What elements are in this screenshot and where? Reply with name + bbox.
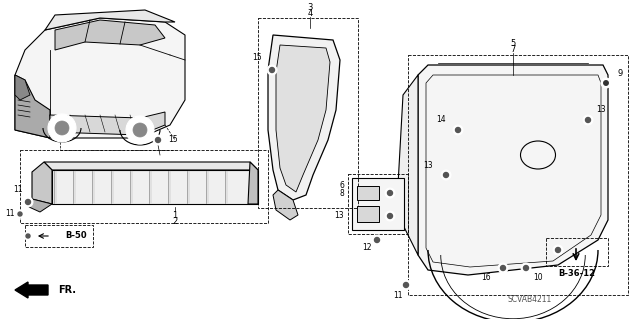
- Bar: [20, 150, 268, 223]
- Circle shape: [524, 265, 529, 271]
- Circle shape: [48, 114, 76, 142]
- Text: FR.: FR.: [58, 285, 76, 295]
- Polygon shape: [248, 162, 258, 204]
- Text: 2: 2: [172, 218, 178, 226]
- Polygon shape: [32, 162, 52, 204]
- Polygon shape: [276, 45, 330, 192]
- Polygon shape: [273, 190, 298, 220]
- Bar: [357, 186, 379, 200]
- Text: 13: 13: [424, 160, 433, 169]
- Circle shape: [385, 188, 395, 198]
- Circle shape: [521, 263, 531, 273]
- Circle shape: [153, 135, 163, 145]
- Text: 16: 16: [481, 272, 491, 281]
- Bar: [408, 55, 628, 295]
- Text: 7: 7: [510, 46, 516, 55]
- Polygon shape: [45, 10, 175, 30]
- Circle shape: [26, 234, 30, 238]
- Circle shape: [553, 245, 563, 255]
- Bar: [348, 174, 408, 234]
- Bar: [357, 206, 379, 222]
- Polygon shape: [52, 170, 258, 204]
- Polygon shape: [418, 65, 608, 275]
- Circle shape: [456, 128, 461, 132]
- Circle shape: [441, 170, 451, 180]
- Text: 15: 15: [168, 136, 178, 145]
- Polygon shape: [15, 18, 185, 138]
- Text: 13: 13: [334, 211, 344, 220]
- Circle shape: [16, 210, 24, 218]
- Polygon shape: [352, 178, 404, 230]
- Text: 15: 15: [252, 54, 262, 63]
- Circle shape: [500, 265, 506, 271]
- Text: 14: 14: [436, 115, 446, 124]
- Text: 4: 4: [307, 10, 312, 19]
- Circle shape: [601, 78, 611, 88]
- Polygon shape: [44, 162, 258, 170]
- Circle shape: [453, 125, 463, 135]
- Text: 1: 1: [172, 211, 178, 219]
- Text: B-36-12: B-36-12: [559, 270, 595, 278]
- Polygon shape: [55, 20, 165, 50]
- Text: 11: 11: [393, 291, 403, 300]
- Circle shape: [26, 199, 31, 204]
- Text: 11: 11: [13, 186, 23, 195]
- Circle shape: [23, 197, 33, 207]
- Bar: [258, 18, 358, 208]
- Circle shape: [403, 283, 408, 287]
- Circle shape: [401, 280, 411, 290]
- Text: 10: 10: [533, 273, 543, 283]
- Text: 8: 8: [339, 189, 344, 198]
- Circle shape: [372, 235, 382, 245]
- Circle shape: [583, 115, 593, 125]
- Polygon shape: [29, 199, 52, 212]
- Circle shape: [604, 81, 608, 85]
- Circle shape: [387, 213, 392, 219]
- Polygon shape: [268, 35, 340, 200]
- Circle shape: [374, 238, 380, 242]
- Text: 9: 9: [618, 69, 623, 78]
- Circle shape: [444, 173, 449, 177]
- Circle shape: [55, 121, 69, 135]
- Text: 3: 3: [307, 4, 313, 12]
- Circle shape: [24, 232, 32, 240]
- Polygon shape: [15, 282, 48, 298]
- Circle shape: [133, 123, 147, 137]
- Polygon shape: [15, 75, 30, 100]
- Circle shape: [126, 116, 154, 144]
- Text: B-50: B-50: [65, 232, 86, 241]
- Circle shape: [556, 248, 561, 253]
- Circle shape: [498, 263, 508, 273]
- Polygon shape: [15, 75, 50, 138]
- Text: 13: 13: [596, 106, 605, 115]
- Polygon shape: [50, 112, 165, 135]
- Circle shape: [385, 211, 395, 221]
- Text: SCVAB4211: SCVAB4211: [508, 295, 552, 305]
- Circle shape: [586, 117, 591, 122]
- Bar: [546, 238, 608, 266]
- Circle shape: [387, 190, 392, 196]
- Bar: [25, 225, 93, 247]
- Circle shape: [156, 137, 161, 143]
- Circle shape: [267, 65, 277, 75]
- Text: 5: 5: [510, 39, 516, 48]
- Text: 12: 12: [362, 243, 372, 253]
- Text: 6: 6: [339, 182, 344, 190]
- Circle shape: [18, 212, 22, 216]
- Circle shape: [269, 68, 275, 72]
- Polygon shape: [398, 75, 418, 255]
- Text: 11: 11: [5, 210, 15, 219]
